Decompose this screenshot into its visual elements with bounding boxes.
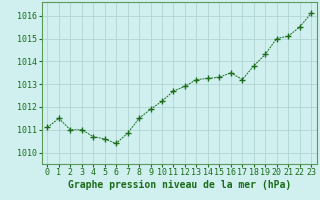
X-axis label: Graphe pression niveau de la mer (hPa): Graphe pression niveau de la mer (hPa) (68, 180, 291, 190)
